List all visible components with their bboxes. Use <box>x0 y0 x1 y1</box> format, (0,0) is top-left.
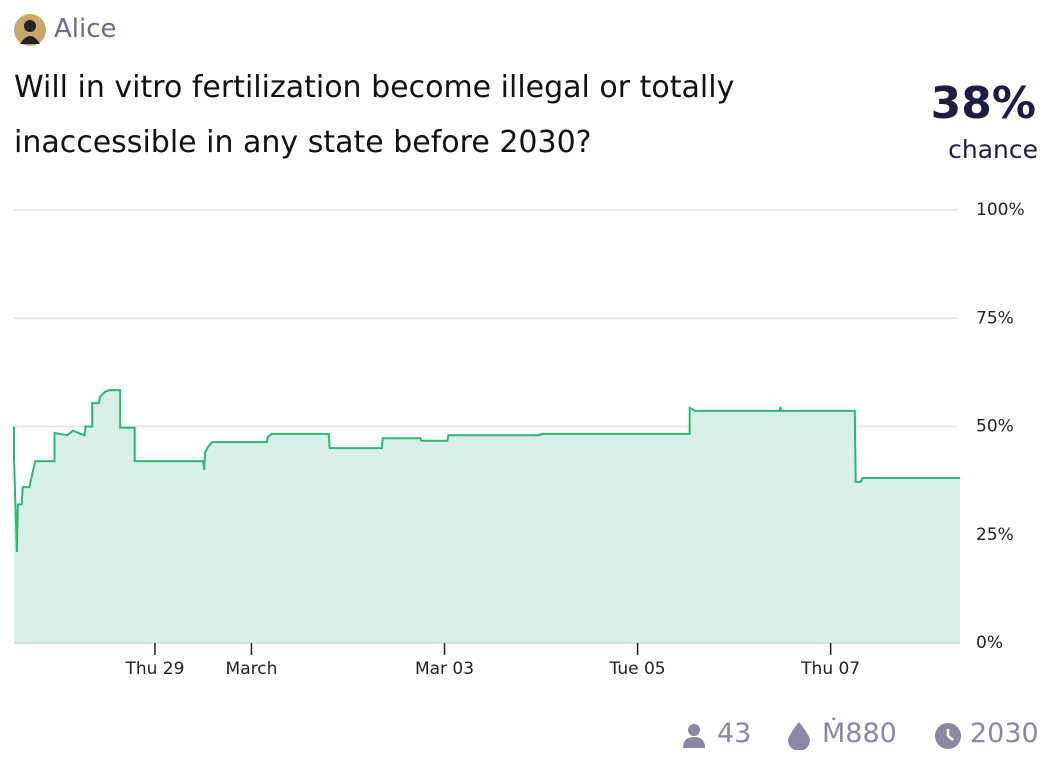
chart: 0% 25% 50% 75% 100% Thu 29 March Mar 03 Tue 05 Th… <box>13 200 1025 679</box>
avatar[interactable] <box>14 14 46 46</box>
x-tick-label: Thu 29 <box>124 659 184 679</box>
market-title: Will in vitro fertilization become illeg… <box>14 70 735 160</box>
area <box>14 390 960 643</box>
y-tick-label: 25% <box>976 525 1014 545</box>
x-tick-label: Mar 03 <box>415 659 474 679</box>
x-tick-label: March <box>226 659 278 679</box>
close-date: 2030 <box>970 718 1039 749</box>
close-icon <box>935 723 961 749</box>
x-tick-label: Tue 05 <box>609 659 666 679</box>
author[interactable]: Alice <box>54 14 117 44</box>
line <box>13 389 960 553</box>
y-tick-label: 0% <box>976 633 1003 653</box>
traders: 43 <box>717 718 752 749</box>
volume-icon <box>788 722 810 750</box>
x-tick-label: Thu 07 <box>800 659 860 679</box>
y-tick-label: 75% <box>976 308 1014 328</box>
traders-icon <box>683 724 705 748</box>
probability-label: chance <box>948 135 1038 164</box>
volume: Ṁ880 <box>822 718 897 749</box>
probability: 38% <box>930 78 1036 129</box>
y-tick-label: 100% <box>976 200 1025 220</box>
y-tick-label: 50% <box>976 417 1014 437</box>
